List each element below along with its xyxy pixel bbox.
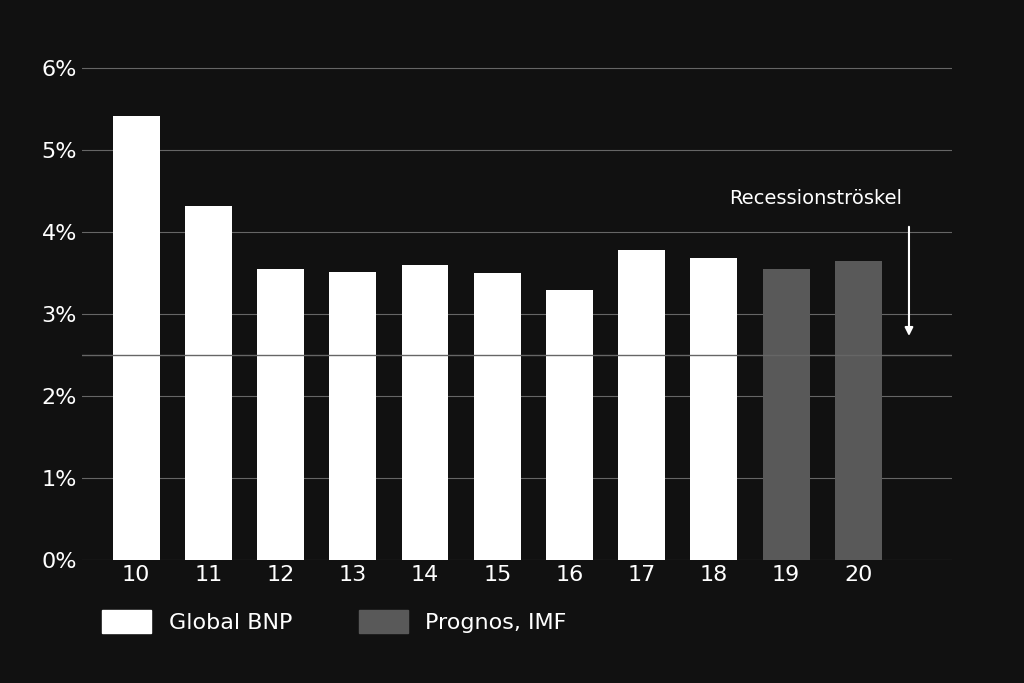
Bar (330, 272, 376, 560)
Bar (185, 206, 231, 560)
Text: Recessionströskel: Recessionströskel (729, 189, 902, 208)
Bar (474, 273, 521, 560)
Bar (618, 250, 666, 560)
Bar (401, 265, 449, 560)
Bar (763, 269, 810, 560)
Legend: Global BNP, Prognos, IMF: Global BNP, Prognos, IMF (93, 602, 575, 642)
Bar (113, 116, 160, 560)
Bar (257, 269, 304, 560)
Bar (546, 290, 593, 560)
Bar (835, 261, 882, 560)
Bar (690, 258, 737, 560)
